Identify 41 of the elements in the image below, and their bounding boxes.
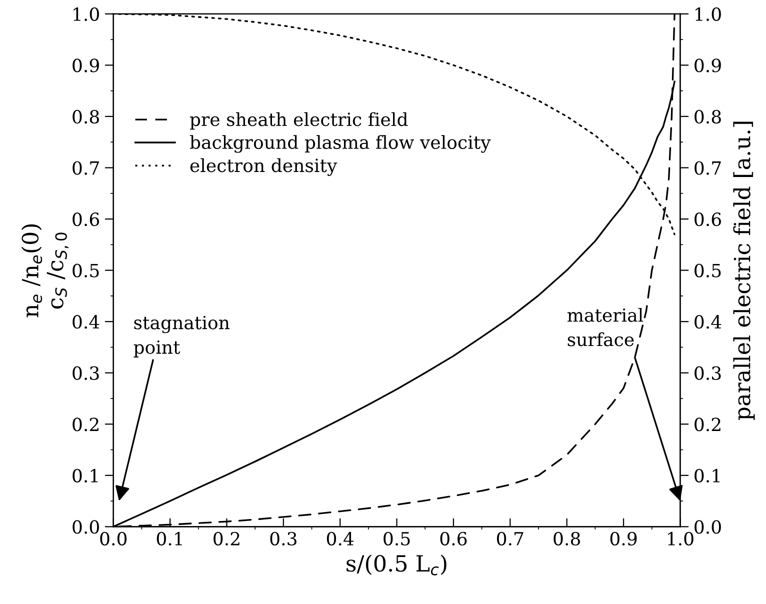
text: n$_{e}$ /n$_{e}$(0) c$_{S}$ /c$_{S,0}$ <box>21 224 69 318</box>
legend-label: pre sheath electric field <box>190 112 408 130</box>
y2-tick-label: 0.5 <box>694 264 721 278</box>
x-tick-label: 0.3 <box>270 532 296 546</box>
x-tick-label: 0.7 <box>496 532 524 546</box>
y-tick-label: 1.0 <box>74 7 99 22</box>
annotation: stagnation point <box>134 316 230 358</box>
y2-tick-label: 0.0 <box>694 520 721 534</box>
x-tick-label: 0.4 <box>326 532 354 546</box>
y-tick-label: 0.3 <box>72 366 99 380</box>
y2-tick-label: 0.6 <box>694 212 721 226</box>
y-tick-label: 0.8 <box>72 110 99 124</box>
y-tick-label: 0.0 <box>72 520 99 534</box>
x-tick-label: 0.6 <box>440 532 467 546</box>
x-tick-label: 0.9 <box>610 532 637 546</box>
y-tick-label: 0.7 <box>72 161 99 175</box>
y2-tick-label: 0.2 <box>694 418 720 432</box>
x-tick-label: 0.0 <box>100 532 127 546</box>
y-tick-label: 0.1 <box>72 468 98 483</box>
y2-tick-label: 1.0 <box>696 7 721 22</box>
x-tick-label: 1.0 <box>668 532 694 546</box>
x-tick-label: 0.5 <box>384 532 410 546</box>
y-tick-label: 0.6 <box>72 212 100 226</box>
legend-label: background plasma flow velocity <box>190 135 491 153</box>
x-tick-label: 0.2 <box>214 532 240 546</box>
annotation: material surface <box>567 308 644 346</box>
y-tick-label: 0.9 <box>72 58 99 72</box>
y2-tick-label: 0.4 <box>694 315 722 329</box>
y-tick-label: 0.5 <box>72 264 99 278</box>
y2-tick-label: 0.8 <box>694 110 721 124</box>
y2-tick-label: 0.7 <box>694 161 721 175</box>
y2-tick-label: 0.3 <box>694 366 721 380</box>
y-tick-label: 0.4 <box>72 315 100 329</box>
x-tick-label: 0.1 <box>156 532 182 546</box>
y2-axis-title: parallel electric field [a.u.] <box>733 122 755 420</box>
legend-label: electron density <box>190 158 338 176</box>
x-axis-title: s/(0.5 L$_{c}$) <box>346 554 446 576</box>
y2-tick-label: 0.1 <box>694 468 720 483</box>
x-tick-label: 0.8 <box>554 532 580 546</box>
y2-tick-label: 0.9 <box>694 58 721 72</box>
y-tick-label: 0.2 <box>72 418 98 432</box>
